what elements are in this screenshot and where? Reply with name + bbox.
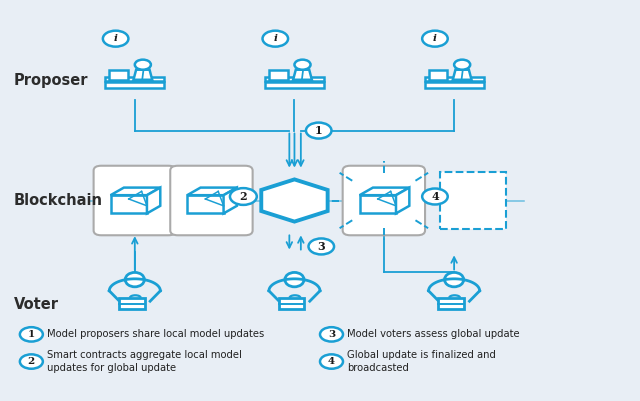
FancyBboxPatch shape [429, 70, 447, 80]
Polygon shape [187, 195, 223, 213]
Circle shape [135, 60, 151, 70]
FancyBboxPatch shape [424, 77, 484, 81]
Polygon shape [223, 188, 237, 213]
FancyBboxPatch shape [170, 166, 253, 235]
Text: Blockchain: Blockchain [13, 193, 102, 208]
Circle shape [320, 354, 343, 369]
Circle shape [422, 188, 448, 205]
FancyBboxPatch shape [93, 166, 176, 235]
Text: Smart contracts aggregate local model
updates for global update: Smart contracts aggregate local model up… [47, 350, 241, 373]
FancyBboxPatch shape [119, 298, 145, 309]
Ellipse shape [125, 272, 145, 287]
Circle shape [422, 30, 448, 47]
Text: 3: 3 [317, 241, 325, 252]
FancyBboxPatch shape [440, 172, 506, 229]
Polygon shape [134, 70, 152, 80]
Polygon shape [111, 195, 147, 213]
Polygon shape [360, 188, 410, 195]
Circle shape [294, 60, 310, 70]
Circle shape [262, 30, 288, 47]
Circle shape [306, 123, 332, 139]
Polygon shape [187, 188, 237, 195]
FancyBboxPatch shape [106, 82, 164, 88]
FancyBboxPatch shape [278, 298, 304, 309]
Circle shape [20, 354, 43, 369]
Polygon shape [452, 70, 472, 80]
Text: i: i [114, 34, 118, 43]
Text: 1: 1 [315, 125, 323, 136]
FancyBboxPatch shape [106, 77, 164, 81]
Polygon shape [293, 70, 312, 80]
Circle shape [320, 327, 343, 342]
Text: 4: 4 [328, 357, 335, 366]
Circle shape [20, 327, 43, 342]
FancyBboxPatch shape [424, 82, 484, 88]
FancyBboxPatch shape [342, 166, 425, 235]
FancyBboxPatch shape [438, 298, 464, 309]
Text: Proposer: Proposer [13, 73, 88, 88]
Text: i: i [273, 34, 277, 43]
FancyBboxPatch shape [265, 82, 324, 88]
FancyBboxPatch shape [269, 70, 288, 80]
Circle shape [230, 188, 257, 205]
Polygon shape [396, 188, 410, 213]
Text: 4: 4 [431, 191, 439, 202]
Text: Global update is finalized and
broadcasted: Global update is finalized and broadcast… [347, 350, 496, 373]
Text: 3: 3 [328, 330, 335, 339]
Polygon shape [261, 179, 328, 222]
Text: 2: 2 [239, 191, 247, 202]
Circle shape [454, 60, 470, 70]
Circle shape [308, 239, 334, 255]
FancyBboxPatch shape [109, 70, 128, 80]
Text: Voter: Voter [13, 297, 58, 312]
Text: Model voters assess global update: Model voters assess global update [347, 329, 520, 339]
FancyBboxPatch shape [265, 77, 324, 81]
Polygon shape [360, 195, 396, 213]
Text: i: i [433, 34, 437, 43]
Circle shape [103, 30, 129, 47]
Text: Model proposers share local model updates: Model proposers share local model update… [47, 329, 264, 339]
Polygon shape [111, 188, 160, 195]
Text: 2: 2 [28, 357, 35, 366]
Text: 1: 1 [28, 330, 35, 339]
Ellipse shape [445, 272, 464, 287]
Ellipse shape [285, 272, 304, 287]
Polygon shape [147, 188, 160, 213]
